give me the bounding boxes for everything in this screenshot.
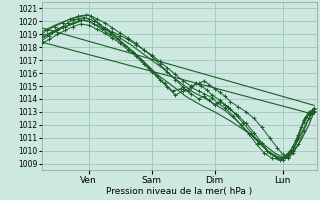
X-axis label: Pression niveau de la mer( hPa ): Pression niveau de la mer( hPa ): [106, 187, 252, 196]
